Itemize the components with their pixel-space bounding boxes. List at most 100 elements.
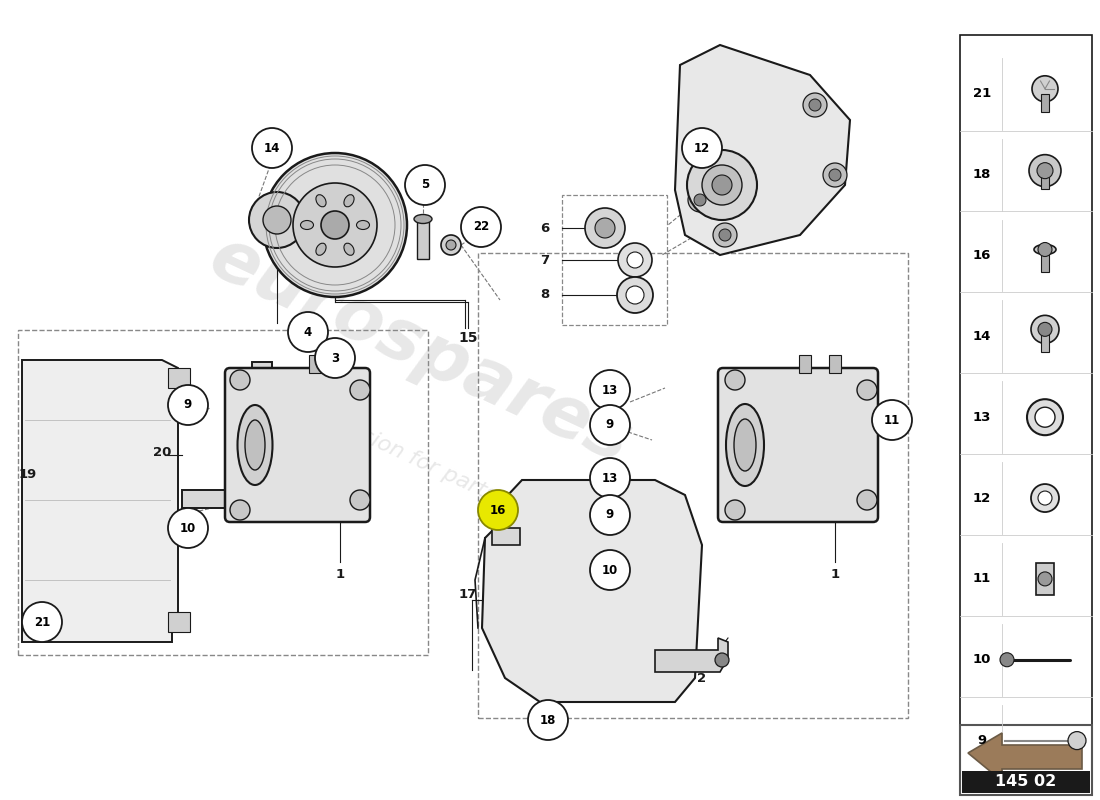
Circle shape — [595, 218, 615, 238]
Text: 16: 16 — [972, 249, 991, 262]
Circle shape — [808, 99, 821, 111]
Circle shape — [249, 192, 305, 248]
Bar — [1036, 563, 1054, 595]
Text: 21: 21 — [34, 615, 51, 629]
Text: 6: 6 — [540, 222, 550, 234]
Bar — [168, 368, 190, 388]
Circle shape — [719, 229, 732, 241]
Text: 13: 13 — [972, 410, 991, 424]
Text: 1: 1 — [830, 569, 839, 582]
Circle shape — [441, 235, 461, 255]
Text: 10: 10 — [602, 563, 618, 577]
Bar — [18, 330, 428, 655]
Bar — [309, 355, 321, 373]
Circle shape — [1038, 242, 1052, 257]
Circle shape — [446, 240, 456, 250]
Text: 15: 15 — [459, 331, 477, 345]
Ellipse shape — [344, 243, 354, 255]
Circle shape — [682, 128, 722, 168]
Text: 18: 18 — [540, 714, 557, 726]
Circle shape — [478, 490, 518, 530]
Text: 11: 11 — [972, 573, 991, 586]
Circle shape — [1038, 491, 1052, 505]
Circle shape — [618, 243, 652, 277]
Circle shape — [823, 163, 847, 187]
Text: 2: 2 — [697, 671, 706, 685]
Circle shape — [350, 380, 370, 400]
Circle shape — [590, 550, 630, 590]
Circle shape — [725, 500, 745, 520]
Ellipse shape — [414, 214, 432, 223]
Circle shape — [1068, 731, 1086, 750]
Circle shape — [590, 458, 630, 498]
Circle shape — [627, 252, 644, 268]
Text: 5: 5 — [421, 178, 429, 191]
Text: 14: 14 — [972, 330, 991, 343]
Ellipse shape — [726, 404, 764, 486]
Text: 20: 20 — [153, 446, 172, 458]
Bar — [1041, 330, 1049, 352]
Text: 9: 9 — [606, 418, 614, 431]
Circle shape — [702, 165, 743, 205]
Ellipse shape — [245, 420, 265, 470]
Text: 21: 21 — [972, 87, 991, 100]
Circle shape — [230, 500, 250, 520]
Bar — [562, 195, 667, 325]
Circle shape — [857, 490, 877, 510]
Text: 7: 7 — [540, 254, 550, 266]
Circle shape — [713, 223, 737, 247]
Polygon shape — [968, 733, 1082, 781]
Circle shape — [528, 700, 568, 740]
Bar — [829, 355, 842, 373]
Ellipse shape — [344, 194, 354, 207]
Circle shape — [168, 385, 208, 425]
Circle shape — [263, 206, 292, 234]
Text: 16: 16 — [490, 503, 506, 517]
Ellipse shape — [734, 419, 756, 471]
Circle shape — [688, 188, 712, 212]
Circle shape — [590, 495, 630, 535]
Circle shape — [263, 153, 407, 297]
Text: a passion for parts since 1985: a passion for parts since 1985 — [304, 400, 617, 560]
Bar — [962, 771, 1090, 793]
Circle shape — [725, 370, 745, 390]
Circle shape — [585, 208, 625, 248]
Circle shape — [1028, 154, 1062, 186]
Circle shape — [293, 183, 377, 267]
Circle shape — [715, 653, 729, 667]
Ellipse shape — [1034, 245, 1056, 254]
Circle shape — [803, 93, 827, 117]
Bar — [1041, 94, 1049, 112]
Bar — [334, 355, 346, 373]
Bar — [960, 35, 1092, 770]
Text: 3: 3 — [331, 351, 339, 365]
Circle shape — [321, 211, 349, 239]
Circle shape — [230, 370, 250, 390]
Circle shape — [1032, 76, 1058, 102]
Bar — [478, 253, 908, 718]
Polygon shape — [675, 45, 850, 255]
Polygon shape — [492, 512, 520, 545]
Ellipse shape — [300, 221, 313, 230]
Text: 18: 18 — [972, 168, 991, 181]
Polygon shape — [482, 480, 702, 702]
Text: eurospares: eurospares — [198, 222, 641, 478]
Circle shape — [1037, 162, 1053, 178]
FancyBboxPatch shape — [718, 368, 878, 522]
Text: 9: 9 — [978, 734, 987, 747]
Text: 10: 10 — [972, 654, 991, 666]
Bar — [799, 355, 811, 373]
Bar — [417, 221, 429, 259]
Circle shape — [1031, 315, 1059, 343]
Bar — [1041, 250, 1049, 271]
Circle shape — [252, 128, 292, 168]
Circle shape — [461, 207, 500, 247]
Circle shape — [350, 490, 370, 510]
Circle shape — [1000, 653, 1014, 666]
Polygon shape — [182, 362, 272, 508]
Circle shape — [617, 277, 653, 313]
Text: 1: 1 — [336, 569, 344, 582]
Ellipse shape — [238, 405, 273, 485]
Circle shape — [288, 312, 328, 352]
Text: 9: 9 — [606, 509, 614, 522]
